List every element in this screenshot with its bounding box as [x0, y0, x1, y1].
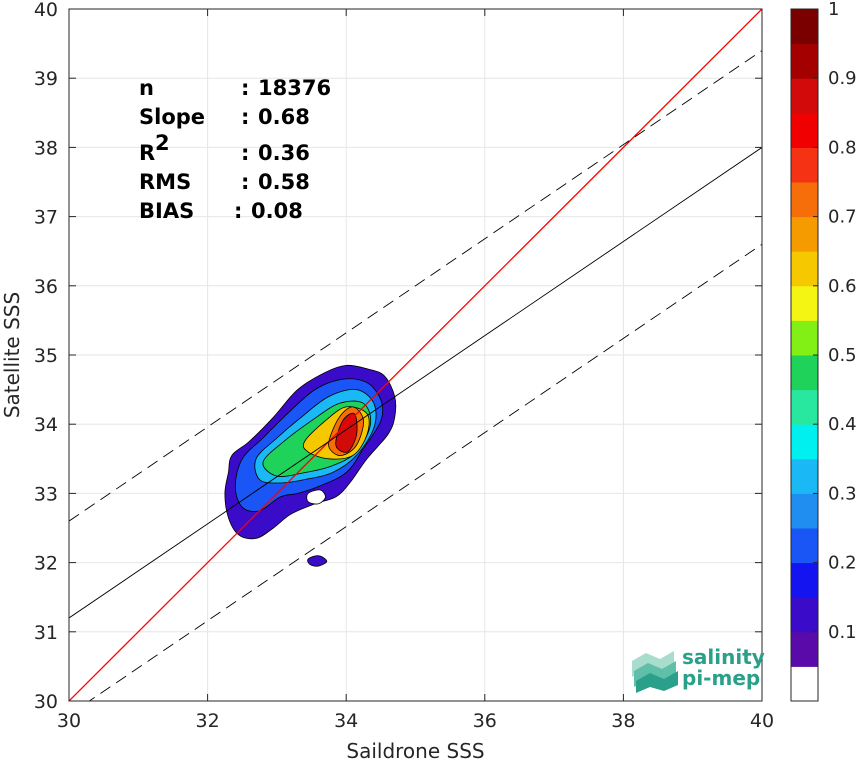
y-tick-label: 39: [34, 68, 58, 90]
colorbar-segment: [791, 43, 818, 79]
x-tick-label: 34: [334, 710, 358, 732]
x-tick-label: 30: [57, 710, 81, 732]
stat-label: BIAS: [139, 199, 194, 223]
stat-value: 0.68: [258, 105, 310, 129]
x-axis-label: Saildrone SSS: [346, 739, 484, 763]
colorbar-tick-label: 0.6: [828, 276, 857, 297]
x-tick-label: 38: [611, 710, 635, 732]
colorbar-segment: [791, 493, 818, 529]
colorbar-tick-label: 0.7: [828, 207, 857, 228]
colorbar-segment: [791, 182, 818, 218]
contour-island: [307, 555, 328, 567]
y-axis-label: Satellite SSS: [0, 292, 24, 418]
colorbar-segment: [791, 389, 818, 425]
colorbar-tick-label: 0.2: [828, 553, 857, 574]
colorbar-tick-label: 0.4: [828, 414, 857, 435]
colorbar-segment: [791, 147, 818, 183]
stat-value: 0.08: [251, 199, 303, 223]
y-tick-label: 32: [34, 553, 58, 575]
y-tick-label: 38: [34, 137, 58, 159]
lower-band-line: [88, 243, 762, 701]
wave-logo-icon: [632, 651, 678, 693]
logo: salinity pi-mep: [632, 645, 765, 693]
stat-superscript: 2: [155, 131, 170, 155]
stat-value: 0.36: [258, 141, 310, 165]
colorbar-segment: [791, 285, 818, 321]
y-tick-label: 40: [34, 0, 58, 21]
colorbar-segment: [791, 112, 818, 148]
x-tick-label: 40: [750, 710, 774, 732]
colorbar-segment: [791, 597, 818, 633]
stat-separator: :: [241, 76, 249, 100]
regression-line: [69, 147, 762, 619]
identity-line: [69, 9, 762, 701]
stat-value: 0.58: [258, 170, 310, 194]
y-tick-label: 35: [34, 345, 58, 367]
y-tick-label: 37: [34, 207, 58, 229]
y-tick-label: 34: [34, 414, 58, 436]
colorbar-segment: [791, 458, 818, 494]
stat-label: Slope: [139, 105, 205, 129]
x-tick-label: 36: [473, 710, 497, 732]
stat-value: 18376: [258, 76, 331, 100]
y-tick-label: 33: [34, 483, 58, 505]
colorbar-segment: [791, 216, 818, 252]
colorbar-tick-label: 0.3: [828, 483, 857, 504]
colorbar-segment: [791, 528, 818, 564]
stat-separator: :: [241, 105, 249, 129]
colorbar-segment: [791, 78, 818, 114]
colorbar-segment: [791, 320, 818, 356]
y-tick-label: 36: [34, 276, 58, 298]
stat-label: R: [139, 141, 155, 165]
x-tick-label: 32: [196, 710, 220, 732]
logo-line2: pi-mep: [682, 666, 760, 690]
colorbar-tick-label: 1: [828, 0, 839, 20]
axis-ticks: 30 32 34 36 38 40 30 31 32 33 34 35 36 37 38 39 40: [34, 0, 774, 732]
upper-band-line: [69, 50, 762, 522]
y-tick-label: 30: [34, 691, 58, 713]
colorbar-segment: [791, 631, 818, 667]
colorbar-tick-label: 0.9: [828, 68, 857, 89]
colorbar: 0.1 0.2 0.3 0.4 0.5 0.6 0.7 0.8 0.9 1: [790, 0, 857, 702]
grid: [68, 8, 763, 702]
colorbar-segment: [791, 562, 818, 598]
density-contours: [224, 364, 397, 567]
stat-separator: :: [241, 141, 249, 165]
stat-separator: :: [241, 170, 249, 194]
colorbar-segment: [791, 251, 818, 287]
reference-lines: [69, 9, 762, 701]
colorbar-segment: [791, 424, 818, 460]
stat-label: RMS: [139, 170, 191, 194]
colorbar-segment: [791, 355, 818, 391]
colorbar-tick-label: 0.1: [828, 622, 857, 643]
colorbar-tick-label: 0.8: [828, 137, 857, 158]
colorbar-tick-label: 0.5: [828, 345, 857, 366]
colorbar-segment: [791, 666, 818, 702]
logo-line1: salinity: [682, 645, 765, 669]
colorbar-segment: [791, 9, 818, 45]
contour-hole: [306, 489, 326, 505]
y-tick-label: 31: [34, 622, 58, 644]
stat-separator: :: [234, 199, 242, 223]
stat-label: n: [139, 76, 154, 100]
